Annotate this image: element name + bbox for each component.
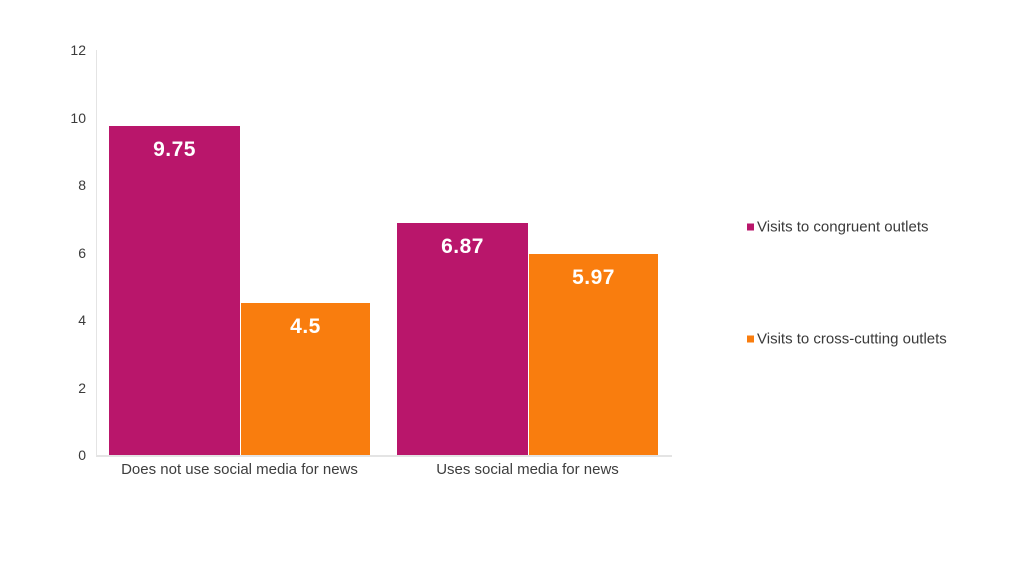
bar-cross-cutting-group1	[241, 303, 370, 455]
legend-label: Visits to congruent outlets	[757, 218, 929, 235]
legend-swatch-icon	[747, 335, 754, 342]
bar-value-label: 9.75	[153, 137, 196, 161]
y-tick-label: 12	[70, 42, 86, 58]
x-category-label: Uses social media for news	[436, 461, 619, 478]
legend-swatch-icon	[747, 223, 754, 230]
bar-congruent-group1	[109, 125, 240, 455]
legend-item-congruent: Visits to congruent outlets	[747, 218, 929, 235]
y-tick-label: 8	[78, 177, 86, 193]
y-tick-label: 10	[70, 109, 86, 126]
legend-label: Visits to cross-cutting outlets	[757, 330, 947, 347]
bar-value-label: 6.87	[441, 235, 484, 259]
x-category-label: Does not use social media for news	[121, 461, 358, 478]
bar-value-label: 5.97	[572, 265, 615, 289]
y-axis-line	[96, 50, 97, 455]
x-axis-line	[96, 455, 672, 457]
bar-congruent-group2	[397, 223, 528, 455]
bar-value-label: 4.5	[290, 315, 321, 339]
y-tick-label: 0	[78, 447, 86, 463]
y-tick-label: 6	[78, 244, 86, 261]
y-tick-label: 4	[78, 312, 86, 328]
bar-cross-cutting-group2	[529, 253, 658, 455]
legend-item-cross-cutting: Visits to cross-cutting outlets	[747, 330, 947, 347]
y-tick-label: 2	[78, 379, 86, 396]
